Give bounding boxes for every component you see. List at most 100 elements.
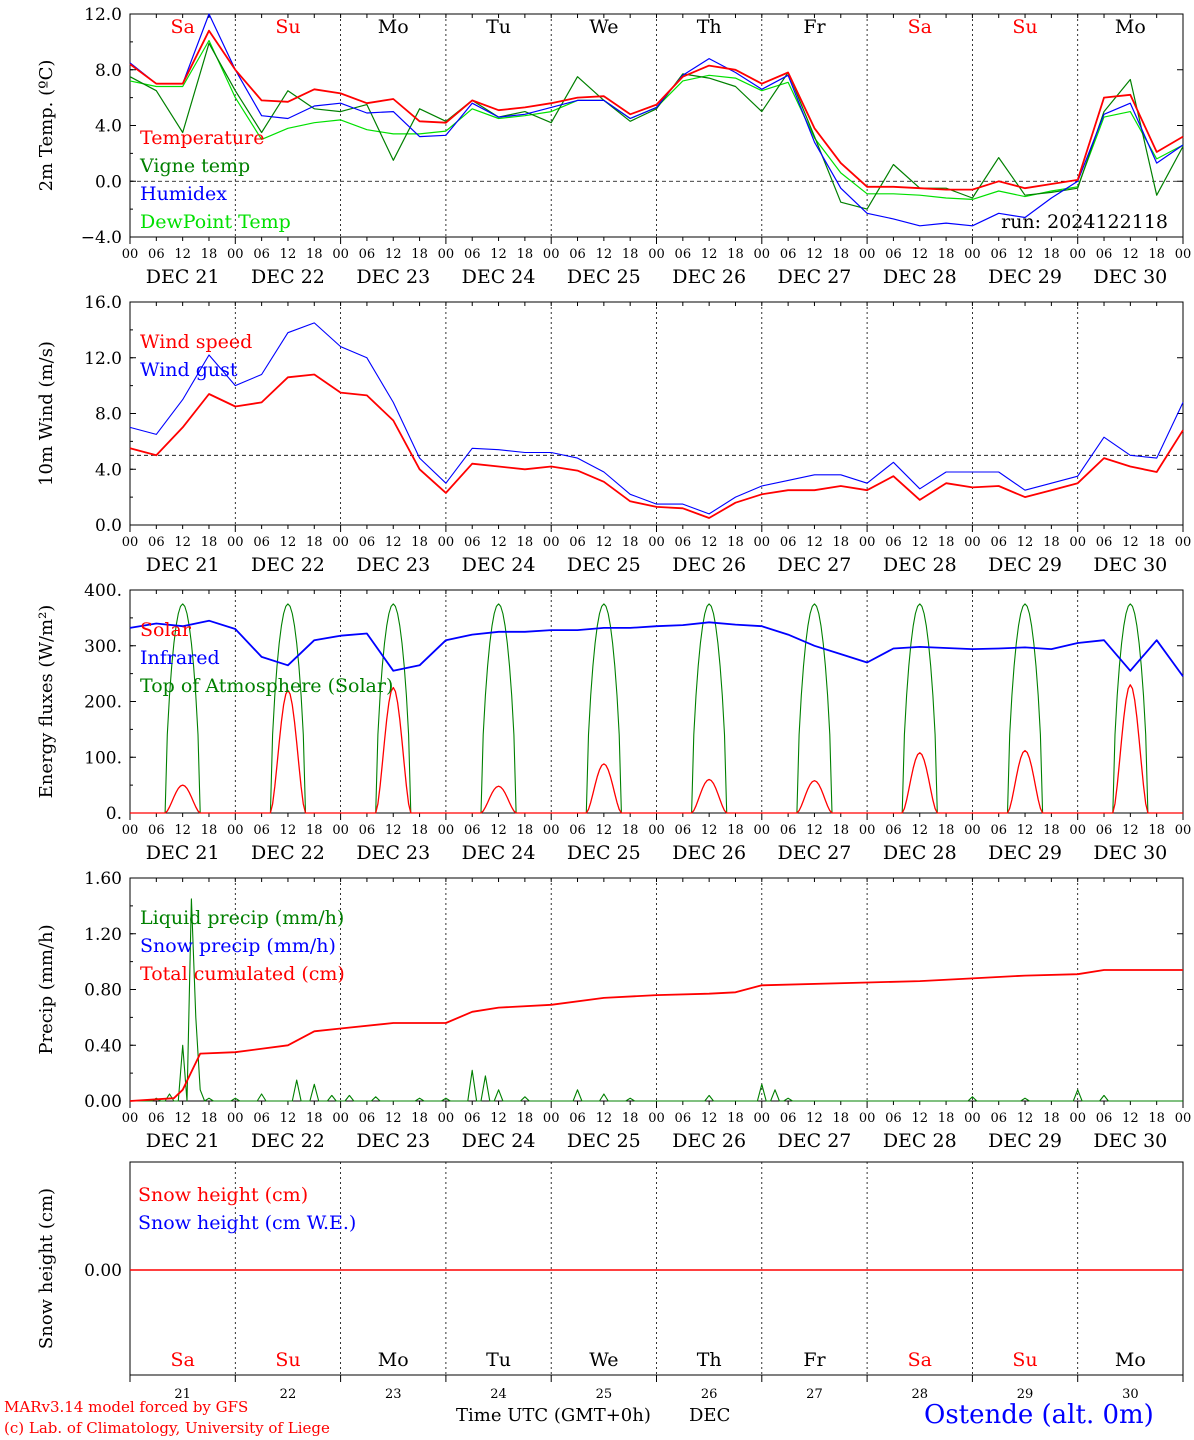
day-name: Sa [908,16,932,38]
time-axis-label: Time UTC (GMT+0h) [456,1405,651,1426]
hour-tick-label: 18 [622,535,639,550]
date-label: DEC 26 [672,842,746,864]
hour-tick-label: 06 [780,823,797,838]
hour-tick-label: 12 [490,535,507,550]
day-name-bottom: Sa [170,1349,194,1371]
date-label: DEC 25 [567,266,641,288]
hour-tick-label: 18 [306,1111,323,1126]
hour-tick-label: 12 [911,1111,928,1126]
hour-tick-label: 12 [596,247,613,262]
hour-tick-label: 06 [990,823,1007,838]
legend-top-of-atmosphere-solar: Top of Atmosphere (Solar) [140,675,393,697]
legend-snow-precip-mm-h: Snow precip (mm/h) [140,935,336,957]
hour-tick-label: 12 [806,1111,823,1126]
date-label: DEC 22 [251,1130,325,1152]
date-label: DEC 27 [778,1130,852,1152]
hour-tick-label: 00 [754,247,771,262]
date-label: DEC 24 [462,266,536,288]
hour-tick-label: 00 [332,247,349,262]
hour-tick-label: 12 [1017,247,1034,262]
hour-tick-label: 18 [517,535,534,550]
hour-tick-label: 00 [438,1111,455,1126]
y-tick-label: 0. [106,804,122,824]
hour-tick-label: 00 [543,1111,560,1126]
hour-tick-label: 12 [596,823,613,838]
hour-tick-label: 12 [911,535,928,550]
hour-tick-label: 12 [911,823,928,838]
hour-tick-label: 12 [490,823,507,838]
hour-tick-label: 12 [701,535,718,550]
date-label: DEC 22 [251,266,325,288]
hour-tick-label: 00 [1069,1111,1086,1126]
date-label: DEC 27 [778,842,852,864]
date-label: DEC 23 [356,554,430,576]
day-name-bottom: Mo [1115,1349,1146,1371]
legend-wind-speed: Wind speed [140,331,252,353]
day-name-bottom: Su [275,1349,300,1371]
date-label: DEC 29 [988,842,1062,864]
y-tick-label: 8.0 [95,61,122,81]
hour-tick-label: 18 [517,1111,534,1126]
day-number: 26 [701,1387,718,1402]
hour-tick-label: 06 [1096,247,1113,262]
hour-tick-label: 18 [306,535,323,550]
hour-tick-label: 00 [648,535,665,550]
date-label: DEC 26 [672,266,746,288]
lab-credit: (c) Lab. of Climatology, University of L… [4,1419,330,1437]
date-label: DEC 29 [988,554,1062,576]
y-tick-label: 0.0 [95,172,122,192]
month-label: DEC [689,1405,731,1426]
hour-tick-label: 12 [385,1111,402,1126]
hour-tick-label: 00 [227,535,244,550]
hour-tick-label: 18 [622,247,639,262]
hour-tick-label: 06 [253,1111,270,1126]
hour-tick-label: 18 [517,247,534,262]
hour-tick-label: 00 [543,535,560,550]
hour-tick-label: 06 [675,247,692,262]
date-label: DEC 27 [778,266,852,288]
hour-tick-label: 12 [806,535,823,550]
hour-tick-label: 18 [938,823,955,838]
date-label: DEC 28 [883,1130,957,1152]
hour-tick-label: 06 [569,823,586,838]
hour-tick-label: 18 [833,1111,850,1126]
date-label: DEC 23 [356,1130,430,1152]
hour-tick-label: 18 [201,823,218,838]
hour-tick-label: 06 [990,1111,1007,1126]
hour-tick-label: 06 [464,1111,481,1126]
date-label: DEC 25 [567,842,641,864]
hour-tick-label: 12 [490,247,507,262]
hour-tick-label: 12 [385,535,402,550]
hour-tick-label: 00 [754,823,771,838]
day-name: Fr [803,16,826,38]
hour-tick-label: 12 [701,247,718,262]
hour-tick-label: 06 [780,535,797,550]
hour-tick-label: 06 [1096,823,1113,838]
date-label: DEC 24 [462,554,536,576]
hour-tick-label: 18 [411,535,428,550]
date-label: DEC 25 [567,554,641,576]
day-number: 29 [1017,1387,1034,1402]
hour-tick-label: 06 [359,823,376,838]
hour-tick-label: 18 [411,247,428,262]
hour-tick-label: 12 [385,823,402,838]
hour-tick-label: 18 [727,1111,744,1126]
series-line-3 [129,13,1184,227]
hour-tick-label: 06 [359,247,376,262]
series-line-solar [130,684,1183,814]
y-tick-label: 0.0 [95,516,122,536]
hour-tick-label: 12 [1017,823,1034,838]
day-number: 25 [596,1387,613,1402]
panel-1: 12.0 8.0 4.0 0.0 −4.0 2m Temp. (ºC) Sa Su Mo Tu We… [36,5,1191,288]
hour-tick-label: 00 [754,535,771,550]
hour-tick-label: 06 [675,1111,692,1126]
hour-tick-label: 12 [911,247,928,262]
day-number: 30 [1122,1387,1139,1402]
hour-tick-label: 00 [438,247,455,262]
hour-tick-label: 12 [280,1111,297,1126]
y-tick-label: −4.0 [81,228,122,248]
hour-tick-label: 18 [1148,247,1165,262]
hour-tick-label: 12 [596,1111,613,1126]
hour-tick-label: 18 [727,535,744,550]
hour-tick-label: 18 [938,535,955,550]
